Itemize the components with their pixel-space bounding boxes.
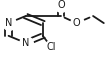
Text: O: O xyxy=(73,18,80,28)
Text: N: N xyxy=(5,18,12,28)
Text: N: N xyxy=(22,38,29,48)
Text: Cl: Cl xyxy=(47,42,56,52)
Text: O: O xyxy=(57,0,65,10)
